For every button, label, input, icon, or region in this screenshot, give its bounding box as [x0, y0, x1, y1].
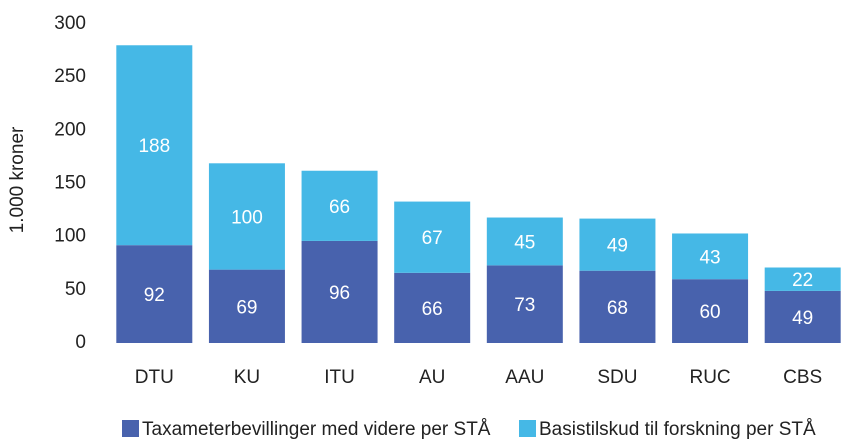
- y-tick-label: 150: [54, 173, 86, 194]
- y-tick-label: 100: [54, 226, 86, 247]
- y-tick-label: 300: [54, 13, 86, 34]
- data-label: 73: [514, 295, 535, 316]
- x-tick-label: AU: [419, 367, 445, 388]
- bar-segment: [301, 170, 378, 241]
- legend-swatch: [519, 420, 536, 437]
- data-label: 66: [329, 197, 350, 218]
- x-tick-label: ITU: [324, 367, 355, 388]
- data-label: 69: [236, 297, 257, 318]
- bar-segment: [764, 290, 841, 343]
- data-label: 66: [422, 299, 443, 320]
- y-tick-label: 0: [75, 332, 86, 353]
- data-label: 188: [138, 136, 170, 157]
- x-tick-label: CBS: [783, 367, 822, 388]
- bar-segment: [116, 45, 193, 246]
- x-tick-label: KU: [234, 367, 260, 388]
- y-tick-label: 50: [65, 279, 86, 300]
- legend-label: Taxameterbevillinger med videre per STÅ: [142, 419, 491, 440]
- y-axis-label: 1.000 kroner: [7, 126, 28, 233]
- y-tick-label: 250: [54, 66, 86, 87]
- bar-segment: [208, 163, 285, 270]
- x-tick-label: AAU: [505, 367, 544, 388]
- bar-segment: [486, 217, 563, 266]
- y-tick-label: 200: [54, 119, 86, 140]
- data-label: 49: [607, 236, 628, 257]
- bar-segment: [764, 267, 841, 291]
- data-label: 68: [607, 298, 628, 319]
- bar-segment: [579, 218, 656, 271]
- data-label: 43: [699, 247, 720, 268]
- bar-segment: [672, 279, 749, 343]
- bar-segment: [579, 270, 656, 343]
- bar-segment: [301, 240, 378, 343]
- data-label: 45: [514, 232, 535, 253]
- data-label: 60: [699, 302, 720, 323]
- bar-segment: [394, 201, 471, 273]
- x-tick-label: SDU: [597, 367, 637, 388]
- data-label: 22: [792, 270, 813, 291]
- bar-segment: [486, 265, 563, 343]
- x-tick-label: DTU: [135, 367, 174, 388]
- bar-segment: [116, 245, 193, 343]
- data-label: 92: [144, 285, 165, 306]
- legend-swatch: [122, 420, 139, 437]
- data-label: 67: [422, 228, 443, 249]
- legend-label: Basistilskud til forskning per STÅ: [539, 419, 816, 440]
- data-label: 96: [329, 283, 350, 304]
- bar-segment: [208, 269, 285, 343]
- data-label: 100: [231, 207, 263, 228]
- bar-segment: [672, 233, 749, 280]
- data-label: 49: [792, 308, 813, 329]
- bar-segment: [394, 272, 471, 343]
- x-tick-label: RUC: [689, 367, 730, 388]
